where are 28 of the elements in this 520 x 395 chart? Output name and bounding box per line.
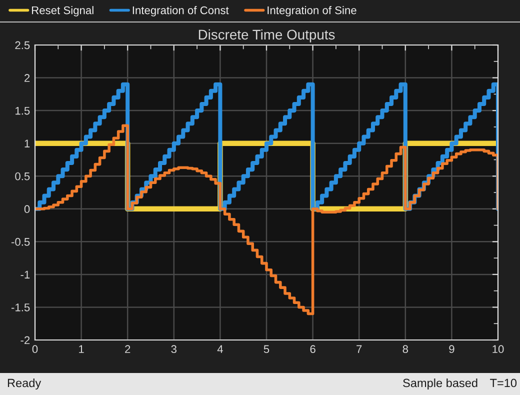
x-tick-label: 7 [356,345,362,353]
y-tick-label: -1 [20,270,30,278]
x-tick-label: 4 [217,345,223,353]
x-tick-label: 6 [310,345,316,354]
x-tick-label: 5 [264,345,270,354]
x-tick-label: 0 [32,345,38,354]
y-tick-label: -1.5 [11,304,30,312]
x-tick-label: 1 [79,345,84,353]
legend-label: Integration of Sine [268,6,356,16]
text: Ready [8,378,42,390]
y-tick-label: 2.5 [15,41,30,50]
x-tick-label: 2 [125,345,130,353]
text: T=10 [490,378,517,388]
y-tick-label: 1.5 [16,106,30,115]
y-tick-label: 1 [24,140,30,148]
y-tick-label: -2 [20,336,30,344]
y-tick-label: 0 [24,205,30,214]
x-tick-label: 3 [171,345,176,354]
y-tick-label: -0.5 [11,238,30,246]
x-tick-label: 10 [492,345,504,354]
legend-label: Integration of Const [132,6,229,16]
chart-title: Discrete Time Outputs [198,29,335,42]
text: Sample based [403,378,478,390]
y-tick-label: 2 [24,74,30,82]
legend-label: Reset Signal [32,6,94,16]
y-tick-label: 0.5 [15,172,30,180]
x-tick-label: 8 [402,345,408,354]
x-tick-label: 9 [449,345,454,354]
